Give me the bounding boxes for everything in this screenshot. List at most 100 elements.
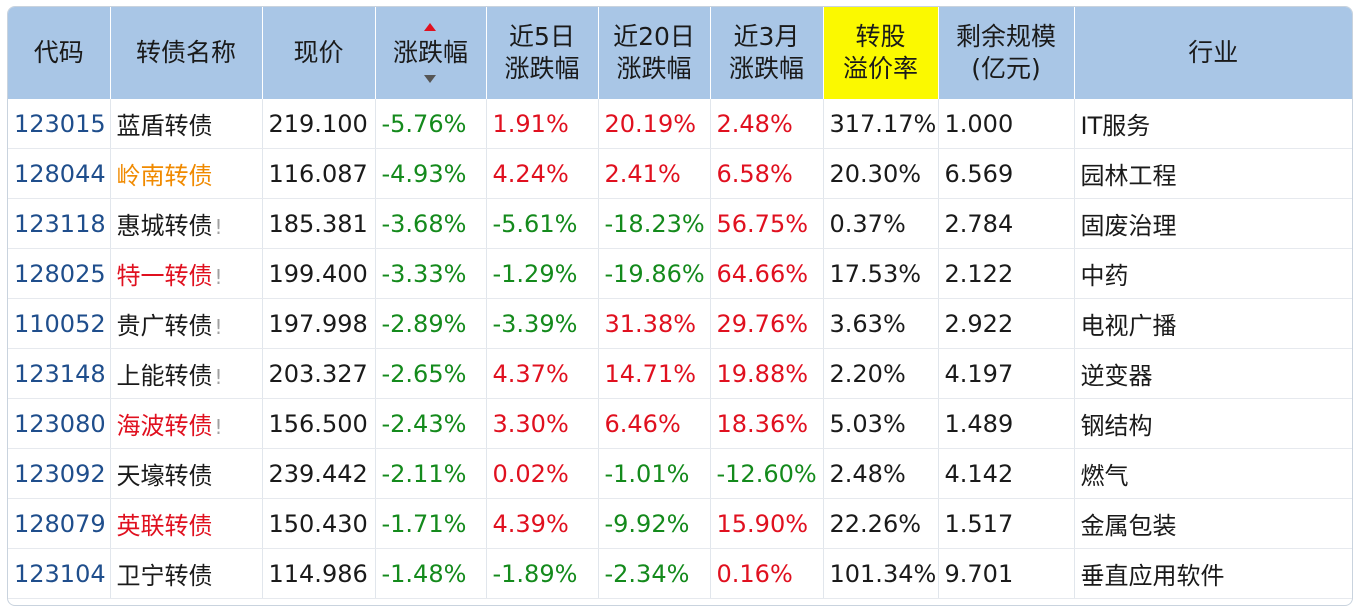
cell-code[interactable]: 128079 bbox=[8, 498, 111, 549]
cell-name[interactable]: 上能转债! bbox=[110, 348, 263, 399]
cell-code[interactable]: 128044 bbox=[8, 148, 111, 199]
cell-remaining: 6.569 bbox=[938, 148, 1075, 199]
cell-remaining: 4.197 bbox=[938, 348, 1075, 399]
cell-industry: 固废治理 bbox=[1074, 198, 1352, 249]
cell-premium: 20.30% bbox=[823, 148, 939, 199]
cell-change-5d: -1.29% bbox=[486, 248, 599, 299]
bond-name[interactable]: 卫宁转债 bbox=[116, 562, 213, 590]
col-header-premium-line1: 转股 bbox=[855, 22, 906, 51]
table-row[interactable]: 123092 天壕转债 239.442 -2.11% 0.02% -1.01% -12.60… bbox=[8, 448, 1352, 499]
cell-industry: 金属包装 bbox=[1074, 498, 1352, 549]
col-header-code[interactable]: 代码 bbox=[8, 7, 111, 99]
cell-change-20d: 14.71% bbox=[598, 348, 711, 399]
cell-change: -3.33% bbox=[375, 248, 487, 299]
cell-change-5d: 4.39% bbox=[486, 498, 599, 549]
cell-industry: 垂直应用软件 bbox=[1074, 548, 1352, 599]
cell-name[interactable]: 贵广转债! bbox=[110, 298, 263, 349]
table-row[interactable]: 128025 特一转债! 199.400 -3.33% -1.29% -19.86% 64.… bbox=[8, 248, 1352, 299]
col-header-remaining-line2: (亿元) bbox=[971, 54, 1041, 83]
cell-change-5d: -5.61% bbox=[486, 198, 599, 249]
cell-industry: IT服务 bbox=[1074, 99, 1352, 149]
cell-change: -1.71% bbox=[375, 498, 487, 549]
col-header-premium[interactable]: 转股 溢价率 bbox=[823, 7, 939, 99]
col-header-price[interactable]: 现价 bbox=[262, 7, 376, 99]
cell-code[interactable]: 123118 bbox=[8, 198, 111, 249]
cell-price: 239.442 bbox=[262, 448, 376, 499]
warning-icon: ! bbox=[214, 265, 223, 289]
cell-remaining: 2.122 bbox=[938, 248, 1075, 299]
cell-remaining: 2.922 bbox=[938, 298, 1075, 349]
bond-name[interactable]: 上能转债 bbox=[116, 362, 213, 390]
cell-change-3m: 19.88% bbox=[710, 348, 824, 399]
bond-name[interactable]: 贵广转债 bbox=[116, 312, 213, 340]
table-row[interactable]: 128044 岭南转债 116.087 -4.93% 4.24% 2.41% 6.58% 20… bbox=[8, 148, 1352, 199]
cell-price: 116.087 bbox=[262, 148, 376, 199]
cell-industry: 中药 bbox=[1074, 248, 1352, 299]
col-header-remaining[interactable]: 剩余规模 (亿元) bbox=[938, 7, 1075, 99]
cell-industry: 园林工程 bbox=[1074, 148, 1352, 199]
bond-name[interactable]: 特一转债 bbox=[116, 262, 213, 290]
cell-change: -4.93% bbox=[375, 148, 487, 199]
cell-name[interactable]: 蓝盾转债 bbox=[110, 99, 263, 149]
cell-name[interactable]: 惠城转债! bbox=[110, 198, 263, 249]
cell-change: -2.43% bbox=[375, 398, 487, 449]
bond-name[interactable]: 海波转债 bbox=[116, 412, 213, 440]
col-header-change-3m[interactable]: 近3月 涨跌幅 bbox=[710, 7, 824, 99]
bond-name[interactable]: 天壕转债 bbox=[116, 462, 213, 490]
bond-name[interactable]: 惠城转债 bbox=[116, 212, 213, 240]
cell-code[interactable]: 110052 bbox=[8, 298, 111, 349]
convertible-bond-table: 代码 转债名称 现价 涨跌幅 近5日 涨跌幅 近20日 涨跌幅 bbox=[8, 7, 1352, 599]
table-row[interactable]: 110052 贵广转债! 197.998 -2.89% -3.39% 31.38% 29.7… bbox=[8, 298, 1352, 349]
bond-name[interactable]: 岭南转债 bbox=[116, 162, 213, 190]
cell-industry: 钢结构 bbox=[1074, 398, 1352, 449]
cell-name[interactable]: 卫宁转债 bbox=[110, 548, 263, 599]
table-row[interactable]: 123118 惠城转债! 185.381 -3.68% -5.61% -18.23% 56.… bbox=[8, 198, 1352, 249]
cell-code[interactable]: 123104 bbox=[8, 548, 111, 599]
cell-name[interactable]: 海波转债! bbox=[110, 398, 263, 449]
cell-change-3m: 18.36% bbox=[710, 398, 824, 449]
cell-code[interactable]: 128025 bbox=[8, 248, 111, 299]
col-header-name[interactable]: 转债名称 bbox=[110, 7, 263, 99]
col-header-price-label: 现价 bbox=[293, 38, 344, 67]
sort-asc-icon bbox=[424, 23, 437, 31]
table-row[interactable]: 128079 英联转债 150.430 -1.71% 4.39% -9.92% 15.90%… bbox=[8, 498, 1352, 549]
cell-price: 219.100 bbox=[262, 99, 376, 149]
col-header-change-5d-line1: 近5日 bbox=[509, 22, 575, 51]
cell-change-3m: 15.90% bbox=[710, 498, 824, 549]
cell-premium: 22.26% bbox=[823, 498, 939, 549]
warning-icon: ! bbox=[214, 365, 223, 389]
cell-code[interactable]: 123148 bbox=[8, 348, 111, 399]
bond-name[interactable]: 蓝盾转债 bbox=[116, 112, 213, 140]
cell-change-3m: 6.58% bbox=[710, 148, 824, 199]
col-header-change-20d[interactable]: 近20日 涨跌幅 bbox=[598, 7, 711, 99]
cell-change: -3.68% bbox=[375, 198, 487, 249]
col-header-change[interactable]: 涨跌幅 bbox=[375, 7, 487, 99]
table-row[interactable]: 123015 蓝盾转债 219.100 -5.76% 1.91% 20.19% 2.48% 3… bbox=[8, 99, 1352, 149]
table-row[interactable]: 123104 卫宁转债 114.986 -1.48% -1.89% -2.34% 0.16%… bbox=[8, 548, 1352, 599]
cell-change-20d: 2.41% bbox=[598, 148, 711, 199]
cell-change: -1.48% bbox=[375, 548, 487, 599]
cell-name[interactable]: 天壕转债 bbox=[110, 448, 263, 499]
cell-premium: 3.63% bbox=[823, 298, 939, 349]
cell-code[interactable]: 123092 bbox=[8, 448, 111, 499]
cell-price: 185.381 bbox=[262, 198, 376, 249]
cell-change-20d: -2.34% bbox=[598, 548, 711, 599]
cell-premium: 2.20% bbox=[823, 348, 939, 399]
cell-change: -5.76% bbox=[375, 99, 487, 149]
table-row[interactable]: 123148 上能转债! 203.327 -2.65% 4.37% 14.71% 19.88… bbox=[8, 348, 1352, 399]
cell-change-20d: 20.19% bbox=[598, 99, 711, 149]
cell-change-3m: 64.66% bbox=[710, 248, 824, 299]
col-header-industry-label: 行业 bbox=[1188, 38, 1239, 67]
col-header-industry[interactable]: 行业 bbox=[1074, 7, 1352, 99]
cell-code[interactable]: 123080 bbox=[8, 398, 111, 449]
col-header-change-5d[interactable]: 近5日 涨跌幅 bbox=[486, 7, 599, 99]
cell-price: 150.430 bbox=[262, 498, 376, 549]
table-row[interactable]: 123080 海波转债! 156.500 -2.43% 3.30% 6.46% 18.36%… bbox=[8, 398, 1352, 449]
cell-remaining: 4.142 bbox=[938, 448, 1075, 499]
cell-change-5d: 4.24% bbox=[486, 148, 599, 199]
cell-name[interactable]: 特一转债! bbox=[110, 248, 263, 299]
cell-code[interactable]: 123015 bbox=[8, 99, 111, 149]
bond-name[interactable]: 英联转债 bbox=[116, 512, 213, 540]
cell-name[interactable]: 岭南转债 bbox=[110, 148, 263, 199]
cell-name[interactable]: 英联转债 bbox=[110, 498, 263, 549]
